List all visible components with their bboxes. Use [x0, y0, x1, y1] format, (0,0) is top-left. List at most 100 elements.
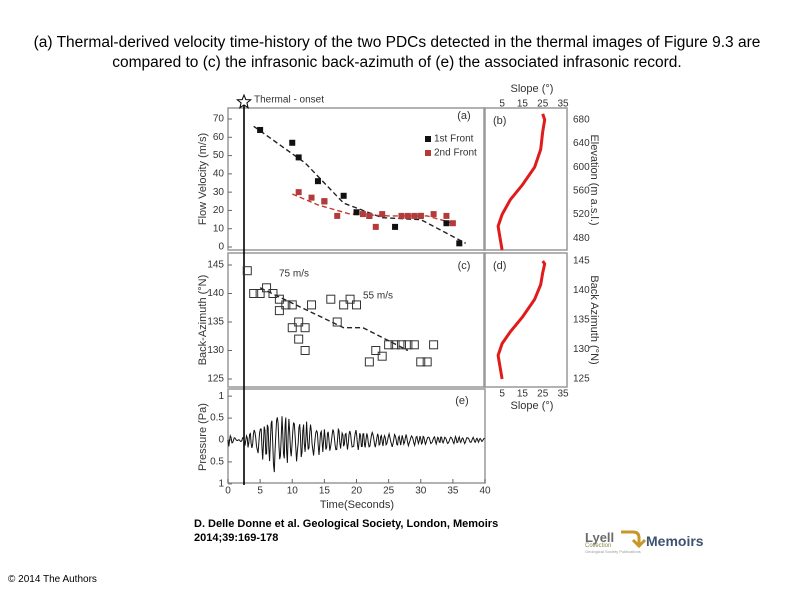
- panel-c-label: (c): [458, 260, 471, 272]
- panel-e-xtick: 30: [415, 486, 427, 497]
- panel-a-point-1st: [340, 192, 347, 199]
- panel-e-xtick: 5: [257, 486, 263, 497]
- panel-a-point-2nd: [417, 212, 424, 219]
- panel-a-frame: [227, 107, 486, 251]
- panel-e-ylabel: Pressure (Pa): [197, 403, 209, 471]
- panel-b-xtick: 25: [537, 99, 549, 110]
- panel-c-point: [242, 266, 252, 276]
- onset-star-icon: [235, 93, 253, 109]
- panel-c-point: [352, 300, 361, 310]
- panel-c-point: [345, 294, 355, 304]
- panel-a-ytick: 30: [213, 187, 225, 198]
- panel-e-ytick: 0: [218, 435, 224, 446]
- lyell-collection-logo: Lyell Collection Geological Society Publ…: [585, 530, 645, 556]
- panel-b-slope-curve: [496, 113, 547, 251]
- panel-a-point-2nd: [404, 212, 411, 219]
- panel-c-point: [300, 346, 310, 355]
- panel-b-frame: [483, 107, 568, 251]
- panel-c-point: [364, 357, 374, 367]
- panel-a-point-1st: [295, 154, 302, 161]
- panel-a-point-1st: [289, 139, 296, 146]
- panel-b-ytick: 560: [573, 185, 590, 196]
- panel-a-point-2nd: [398, 212, 405, 219]
- panel-a-point-2nd: [430, 211, 437, 218]
- panel-e-xtick: 25: [383, 486, 395, 497]
- panel-a-fit-2nd: [292, 193, 454, 224]
- panel-a-point-1st: [353, 209, 360, 216]
- panel-c-point: [416, 357, 426, 367]
- panel-e-ytick: 0.5: [210, 413, 224, 424]
- panel-d-frame: [483, 252, 568, 388]
- panel-c-point: [294, 317, 304, 327]
- panel-e-xtick: 40: [479, 486, 491, 497]
- citation-line-1: D. Delle Donne et al. Geological Society…: [194, 518, 499, 530]
- panel-a-point-1st: [443, 220, 450, 227]
- panel-b-ytick: 600: [573, 162, 590, 173]
- panel-c-ytick: 140: [207, 288, 224, 299]
- panel-e-ytick: 1: [218, 391, 224, 402]
- legend-label: 2nd Front: [434, 148, 477, 159]
- panel-c-ytick: 135: [207, 317, 224, 328]
- panel-c-point: [377, 351, 387, 361]
- panel-e-xtick: 15: [319, 486, 331, 497]
- panel-c-point: [294, 334, 304, 344]
- panel-a-point-1st: [314, 178, 321, 185]
- panel-c-point: [429, 340, 439, 350]
- panel-d-ytick: 125: [573, 374, 590, 385]
- lyell-logo-sub: Collection: [585, 543, 612, 549]
- panel-a-ytick: 20: [213, 205, 225, 216]
- figure-caption: (a) Thermal-derived velocity time-histor…: [33, 34, 761, 71]
- memoirs-logo: Memoirs: [646, 533, 704, 549]
- panel-c-point: [287, 300, 297, 310]
- panel-e-label: (e): [455, 395, 468, 407]
- panel-b-xtick: 35: [557, 99, 569, 110]
- panel-c-point: [326, 294, 336, 304]
- panel-c-point: [307, 300, 317, 310]
- panel-a-ytick: 70: [213, 114, 225, 125]
- panel-c-point: [281, 300, 291, 310]
- panel-c-point: [287, 323, 297, 333]
- panel-a-point-2nd: [359, 211, 366, 218]
- lyell-logo-tag: Geological Society Publications: [585, 549, 641, 554]
- panel-a-point-2nd: [308, 194, 315, 201]
- onset-label: Thermal - onset: [254, 95, 324, 106]
- panel-a-ytick: 60: [213, 132, 225, 143]
- panel-a-point-2nd: [295, 189, 302, 196]
- panel-c-ylabel: Back-Azimuth (°N): [197, 275, 209, 366]
- panel-d-xtick: 15: [517, 389, 529, 400]
- panel-d-ylabel: Back Azimuth (°N): [588, 275, 600, 364]
- panel-e-xtick: 10: [287, 486, 299, 497]
- panel-c-point: [390, 340, 400, 350]
- panel-b-ylabel: Elevation (m a.s.l.): [588, 134, 600, 225]
- panel-c-point: [274, 294, 284, 304]
- panel-c-point: [384, 340, 394, 350]
- panel-d-ytick: 130: [573, 344, 590, 355]
- panel-c-ytick: 130: [207, 345, 224, 356]
- panel-c-point: [371, 346, 381, 355]
- panel-b-ytick: 480: [573, 233, 590, 244]
- panel-b-xtick: 5: [499, 99, 505, 110]
- panel-e-xtick: 35: [447, 486, 459, 497]
- panel-d-slope-curve: [496, 260, 547, 380]
- logo-arrow-icon: [621, 530, 647, 549]
- panel-e-ytick: 0.5: [210, 457, 224, 468]
- panel-d-xlabel: Slope (°): [511, 400, 554, 412]
- panel-b-ytick: 520: [573, 209, 590, 220]
- panel-a-point-2nd: [372, 223, 379, 230]
- panel-a-ytick: 10: [213, 223, 225, 234]
- panel-a-point-1st: [257, 126, 264, 133]
- copyright-notice: © 2014 The Authors: [8, 574, 97, 585]
- panel-a-point-2nd: [411, 212, 418, 219]
- panel-c-point: [268, 289, 278, 298]
- panel-d-ytick: 140: [573, 285, 590, 296]
- panel-c-ytick: 145: [207, 260, 224, 271]
- panel-c-point: [422, 357, 432, 367]
- panel-a-ytick: 40: [213, 168, 225, 179]
- panel-c-point: [255, 289, 265, 298]
- panel-d-xtick: 5: [499, 389, 505, 400]
- panel-c-point: [300, 323, 310, 333]
- panel-a-point-2nd: [449, 220, 456, 227]
- panel-b-label: (b): [493, 115, 506, 127]
- panel-b-ytick: 640: [573, 138, 590, 149]
